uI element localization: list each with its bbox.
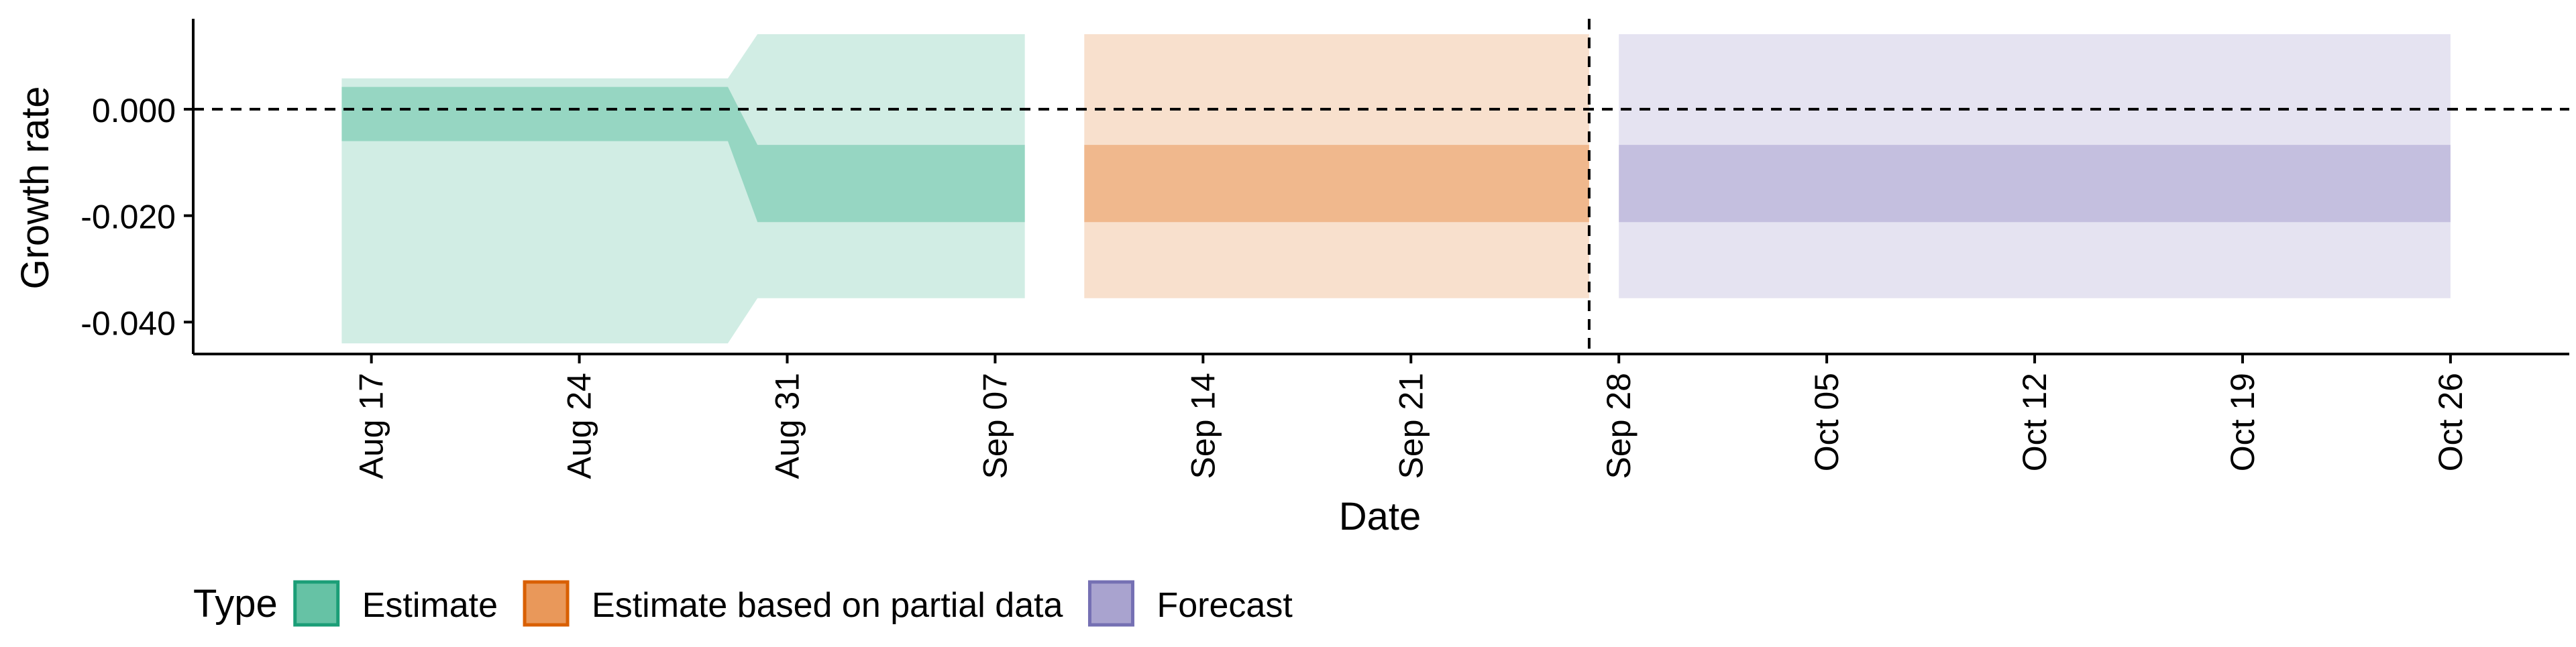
y-tick-label: 0.000 <box>92 92 176 129</box>
x-tick-label: Sep 28 <box>1600 373 1638 479</box>
y-tick-label: -0.020 <box>80 198 176 236</box>
x-tick-label: Aug 24 <box>561 373 598 479</box>
y-axis-label: Growth rate <box>13 86 57 290</box>
x-tick-label: Oct 26 <box>2432 373 2469 471</box>
legend: Type Estimate Estimate based on partial d… <box>193 580 1293 627</box>
legend-swatch-forecast <box>1087 580 1134 627</box>
x-axis-label: Date <box>1339 495 1421 538</box>
legend-label-forecast: Forecast <box>1157 586 1293 625</box>
ribbon-layer <box>341 34 2451 344</box>
x-tick-label: Sep 21 <box>1392 373 1430 479</box>
estimate-band-50 <box>341 86 1025 223</box>
forecast-band-50 <box>1619 145 2451 223</box>
y-tick-label: -0.040 <box>80 304 176 342</box>
x-tick-label: Oct 19 <box>2224 373 2261 471</box>
legend-swatch-estimate-based-on-partial-data <box>523 580 570 627</box>
legend-label-estimate: Estimate <box>362 586 498 625</box>
axes: 0.000 -0.020 -0.040 Aug 17 Aug 24 Aug 31 Sep 0… <box>80 19 2569 479</box>
x-tick-label: Sep 14 <box>1184 373 1222 479</box>
axis-labels: Growth rate Date <box>13 86 1421 539</box>
legend-title: Type <box>193 582 278 626</box>
x-tick-label: Oct 12 <box>2016 373 2053 471</box>
x-tick-label: Aug 31 <box>769 373 806 479</box>
estimate-based-on-partial-data-band-50 <box>1084 145 1589 223</box>
x-tick-label: Oct 05 <box>1808 373 1845 471</box>
reference-lines <box>193 19 2569 354</box>
legend-label-estimate-based-on-partial-data: Estimate based on partial data <box>592 586 1063 625</box>
legend-swatch-estimate <box>293 580 340 627</box>
x-tick-label: Aug 17 <box>353 373 390 479</box>
x-tick-label: Sep 07 <box>976 373 1014 479</box>
